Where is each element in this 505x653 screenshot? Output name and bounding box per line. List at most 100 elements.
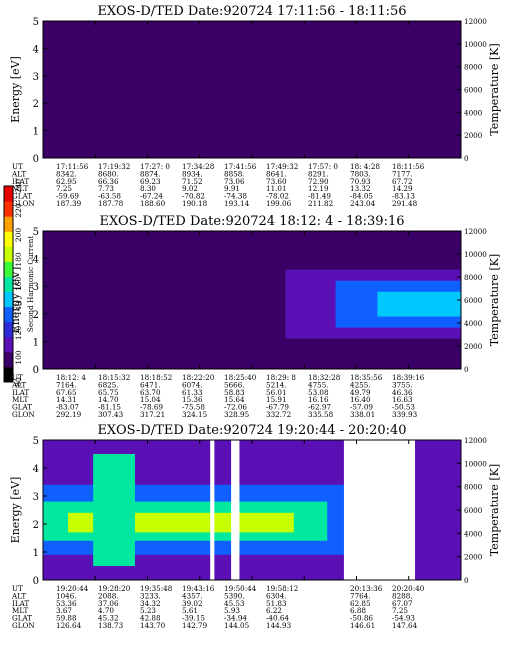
- table-cell: 13.32: [350, 184, 371, 193]
- table-cell: 18: 4:28: [350, 162, 380, 171]
- table-cell: 59.88: [56, 614, 77, 623]
- row-label: GLON: [12, 410, 35, 419]
- colorbar-tick-label: 160: [14, 277, 23, 292]
- yr-tick-label: 4000: [464, 319, 483, 328]
- orbit-table: UT 17:11:56 17:19:32 17:27: 0 17:34:28 17:41:…: [11, 162, 425, 208]
- yr-tick-label: 4000: [464, 108, 483, 117]
- table-cell: 67.65: [56, 388, 77, 397]
- table-cell: 4255.: [350, 380, 371, 389]
- table-cell: 18:15:32: [98, 373, 130, 382]
- table-cell: 4357.: [182, 591, 203, 600]
- table-cell: 7764.: [350, 591, 371, 600]
- panel-1: EXOS-D/TED Date:920724 17:11:56 - 18:11:…: [9, 4, 501, 208]
- yr-tick-label: 8000: [464, 273, 483, 282]
- orbit-table: UT 18:12: 4 18:15:32 18:18:52 18:22:20 18:25:…: [11, 373, 425, 419]
- table-cell: 335.58: [308, 410, 334, 419]
- y-tick-label: 5: [33, 227, 39, 238]
- yr-tick-label: 12000: [464, 436, 487, 445]
- colorbar-tick-label: 80: [14, 377, 23, 387]
- y-axis-right-label: Temperature [K]: [488, 464, 501, 556]
- y-tick-label: 4: [33, 44, 39, 55]
- table-cell: 63.70: [140, 388, 161, 397]
- colorbar-swatch: [4, 321, 13, 338]
- colorbar-swatch: [4, 231, 13, 247]
- panel-title: EXOS-D/TED Date:920724 17:11:56 - 18:11:…: [97, 4, 406, 19]
- table-cell: 143.70: [140, 621, 166, 630]
- table-cell: 187.39: [56, 199, 82, 208]
- table-cell: 3755.: [392, 380, 413, 389]
- table-cell: 17:57: 0: [308, 162, 338, 171]
- table-cell: 16.63: [392, 395, 413, 404]
- table-cell: 5666.: [224, 380, 245, 389]
- colorbar-swatch: [4, 246, 13, 262]
- table-cell: 16.16: [308, 395, 329, 404]
- table-cell: 126.64: [56, 621, 82, 630]
- table-cell: 8.30: [140, 184, 156, 193]
- colorbar-tick-label: 100: [14, 350, 23, 365]
- table-cell: 2088.: [98, 591, 119, 600]
- row-label: ALT: [11, 380, 26, 389]
- table-cell: 147.64: [392, 621, 418, 630]
- table-cell: 7177.: [392, 169, 413, 178]
- table-cell: 187.78: [98, 199, 124, 208]
- orbit-table: UT 19:20:44 19:28:20 19:35:48 19:43:16 19:50:…: [11, 584, 425, 630]
- table-cell: 8288.: [392, 591, 413, 600]
- table-cell: 12.19: [308, 184, 329, 193]
- y-axis-label: Energy [eV]: [9, 56, 22, 123]
- colorbar-swatch: [4, 276, 13, 293]
- row-label: ILAT: [12, 599, 29, 608]
- table-cell: 15.64: [224, 395, 245, 404]
- table-cell: 15.04: [140, 395, 161, 404]
- table-cell: 190.18: [182, 199, 208, 208]
- colorbar: 80 100 120 140 160 180 200 220 240 Second Harmoni…: [3, 179, 35, 387]
- y-tick-label: 0: [33, 154, 39, 165]
- table-cell: 61.33: [182, 388, 203, 397]
- table-cell: 49.79: [350, 388, 371, 397]
- colorbar-frame: [3, 185, 14, 383]
- table-cell: -70.82: [182, 192, 205, 201]
- colorbar-swatch: [4, 291, 13, 308]
- colorbar-swatch: [4, 216, 13, 232]
- table-cell: 17:27: 0: [140, 162, 170, 171]
- colorbar-swatch: [4, 336, 13, 353]
- table-cell: -62.97: [308, 403, 331, 412]
- colorbar-tick-label: 140: [14, 301, 23, 316]
- row-label: UT: [12, 373, 23, 382]
- row-label: GLON: [12, 199, 35, 208]
- table-cell: 14.70: [98, 395, 119, 404]
- table-cell: 18:25:40: [224, 373, 257, 382]
- yr-tick-label: 12000: [464, 227, 487, 236]
- table-cell: 188.60: [140, 199, 166, 208]
- table-cell: -63.58: [98, 192, 121, 201]
- colorbar-tick-label: 220: [14, 203, 23, 218]
- y-tick-label: 2: [33, 520, 39, 531]
- y-tick-label: 0: [33, 365, 39, 376]
- table-cell: 7803.: [350, 169, 371, 178]
- table-cell: 291.48: [392, 199, 418, 208]
- table-cell: 19:28:20: [98, 584, 131, 593]
- table-cell: 69.23: [140, 177, 161, 186]
- panel-title: EXOS-D/TED Date:920724 19:20:44 - 20:20:…: [97, 423, 406, 438]
- table-cell: 211.82: [308, 199, 333, 208]
- table-cell: 5.23: [140, 606, 156, 615]
- table-cell: 142.79: [182, 621, 208, 630]
- table-cell: 18:35:56: [350, 373, 383, 382]
- table-cell: 15.91: [266, 395, 287, 404]
- table-cell: 18:22:20: [182, 373, 215, 382]
- table-cell: 15.36: [182, 395, 203, 404]
- row-label: GLAT: [12, 192, 32, 201]
- table-cell: 66.36: [98, 177, 119, 186]
- table-cell: 19:35:48: [140, 584, 173, 593]
- table-cell: 7.25: [392, 606, 408, 615]
- row-label: MLT: [12, 606, 29, 615]
- table-cell: 18:11:56: [392, 162, 425, 171]
- colorbar-tick-label: 120: [14, 326, 23, 341]
- table-cell: 6304.: [266, 591, 287, 600]
- y-tick-label: 2: [33, 99, 39, 110]
- y-tick-label: 1: [33, 127, 39, 138]
- table-cell: 199.06: [266, 199, 292, 208]
- intensity-band: [93, 454, 135, 566]
- row-label: UT: [12, 584, 23, 593]
- table-cell: 332.72: [266, 410, 291, 419]
